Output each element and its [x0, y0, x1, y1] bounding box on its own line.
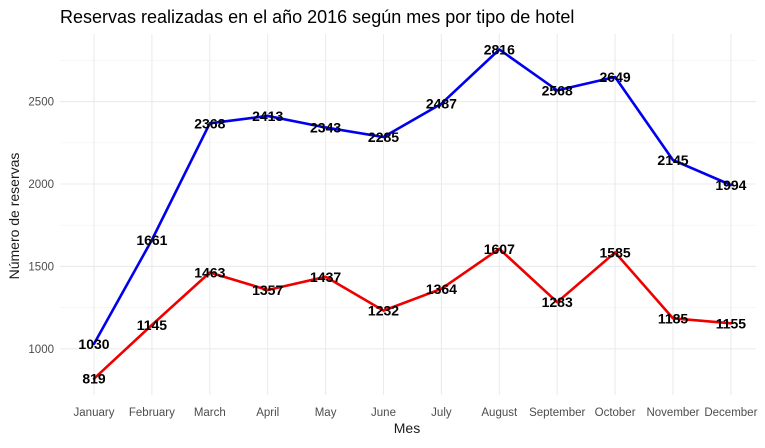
x-tick-label: October: [595, 407, 636, 419]
x-tick-label: January: [74, 407, 115, 419]
x-tick-label: August: [481, 407, 518, 419]
data-label: 1661: [136, 232, 167, 248]
data-label: 2413: [252, 108, 283, 124]
x-tick-label: June: [371, 407, 396, 419]
y-tick-label: 2500: [28, 97, 54, 109]
x-tick-label: May: [315, 407, 337, 419]
x-tick-label: November: [646, 407, 699, 419]
data-label: 2568: [542, 82, 573, 98]
series-line-2: [92, 247, 733, 380]
x-tick-label: September: [529, 407, 585, 419]
data-label: 2145: [657, 152, 688, 168]
y-tick-label: 2000: [28, 179, 54, 191]
data-label: 1585: [600, 244, 631, 260]
x-tick-label: February: [129, 407, 175, 419]
x-tick-label: July: [431, 407, 452, 419]
data-label: 2368: [194, 115, 225, 131]
data-label: 1607: [484, 241, 515, 257]
chart-title: Reservas realizadas en el año 2016 según…: [60, 7, 574, 27]
data-label: 1145: [137, 317, 168, 333]
x-tick-label: March: [194, 407, 226, 419]
y-tick-label: 1000: [28, 344, 54, 356]
x-axis-title: Mes: [394, 420, 420, 436]
x-tick-label: April: [256, 407, 279, 419]
x-tick-label: December: [704, 407, 757, 419]
data-label: 1283: [542, 294, 573, 310]
y-axis-title: Número de reservas: [6, 153, 22, 280]
data-label: 2649: [600, 69, 631, 85]
data-label: 2487: [426, 96, 457, 112]
data-label: 1232: [368, 303, 399, 319]
data-label: 1357: [252, 282, 283, 298]
data-label: 2816: [484, 41, 515, 57]
data-label: 2343: [310, 119, 341, 135]
data-label: 1155: [716, 315, 747, 331]
gridlines: [60, 34, 756, 395]
data-label: 1463: [194, 265, 225, 281]
y-axis-ticks: 1000 1500 2000 2500: [28, 97, 54, 356]
data-label: 1994: [715, 177, 746, 193]
data-label: 1185: [658, 310, 689, 326]
series-lines: [92, 48, 733, 380]
data-label: 819: [82, 371, 106, 387]
x-axis-ticks: January February March April May June July Augu…: [74, 407, 758, 419]
data-label: 1030: [78, 336, 109, 352]
data-label: 1437: [310, 269, 341, 285]
series-line-1: [92, 48, 733, 346]
data-labels: 1030 1661 2368 2413 2343 2285 2487 2816 2568 2649…: [78, 41, 746, 386]
data-label: 2285: [368, 129, 399, 145]
data-label: 1364: [426, 281, 457, 297]
y-tick-label: 1500: [28, 261, 54, 273]
